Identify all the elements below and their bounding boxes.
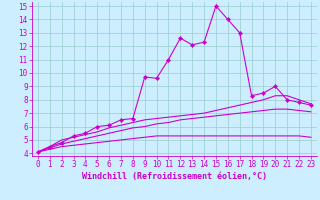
X-axis label: Windchill (Refroidissement éolien,°C): Windchill (Refroidissement éolien,°C)	[82, 172, 267, 181]
